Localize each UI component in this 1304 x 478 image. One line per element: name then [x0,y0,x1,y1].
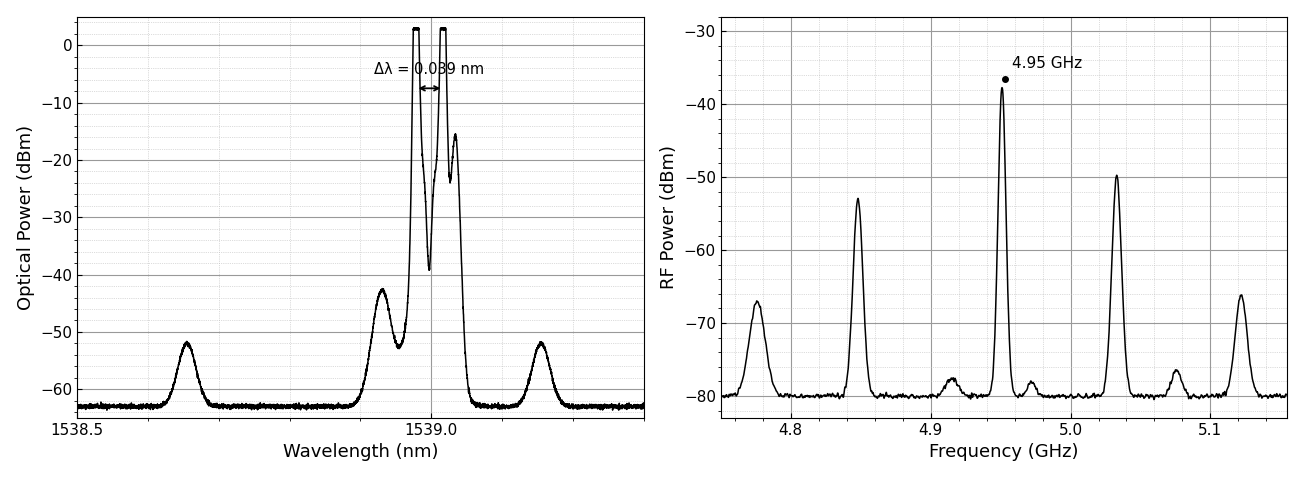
X-axis label: Wavelength (nm): Wavelength (nm) [283,443,438,461]
Text: Δλ = 0.039 nm: Δλ = 0.039 nm [374,62,485,77]
Text: 4.95 GHz: 4.95 GHz [1012,56,1082,71]
X-axis label: Frequency (GHz): Frequency (GHz) [930,443,1078,461]
Y-axis label: Optical Power (dBm): Optical Power (dBm) [17,125,35,310]
Y-axis label: RF Power (dBm): RF Power (dBm) [660,145,678,289]
